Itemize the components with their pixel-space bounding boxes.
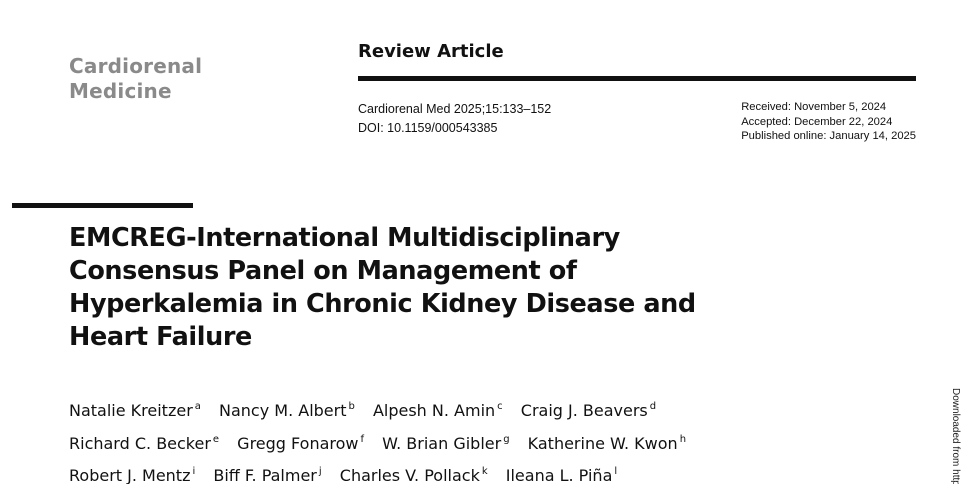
author-affiliation: g — [503, 433, 510, 445]
author: Natalie Kreitzer a — [69, 401, 201, 420]
author: Craig J. Beavers d — [521, 401, 656, 420]
author-affiliation: c — [497, 401, 503, 412]
author-affiliation: j — [318, 466, 322, 477]
author-name: Nancy M. Albert — [219, 401, 347, 420]
journal-reference: Cardiorenal Med 2025;15:133–152 — [358, 102, 552, 116]
author-name: Gregg Fonarow — [237, 433, 359, 453]
author-name: Richard C. Becker — [69, 433, 211, 453]
author: Nancy M. Albert b — [219, 401, 355, 420]
author-affiliation: h — [679, 433, 687, 445]
author-affiliation: l — [614, 466, 618, 477]
author-name: W. Brian Gibler — [382, 433, 502, 453]
article-title: EMCREG-International Multidisciplinary C… — [69, 223, 696, 352]
author-affiliation: d — [649, 401, 657, 412]
author: Ileana L. Piña l — [506, 466, 617, 484]
received-date: Received: November 5, 2024 — [741, 101, 887, 113]
dates-block: Received: November 5, 2024 Accepted: Dec… — [741, 100, 916, 144]
author: Katherine W. Kwon h — [528, 434, 686, 453]
author-affiliation: b — [348, 401, 355, 412]
author: Charles V. Pollack k — [340, 466, 488, 484]
author-name: Craig J. Beavers — [520, 401, 648, 420]
author-name: Natalie Kreitzer — [69, 401, 193, 420]
author: Robert J. Mentz i — [69, 466, 195, 484]
published-date: Published online: January 14, 2025 — [741, 130, 916, 142]
journal-name-line2: Medicine — [69, 79, 172, 103]
author-affiliation: k — [481, 466, 488, 477]
author-name: Alpesh N. Amin — [372, 401, 496, 420]
author-affiliation: i — [192, 466, 196, 477]
journal-logo: Cardiorenal Medicine — [69, 54, 202, 104]
download-watermark: Downloaded from http — [950, 388, 961, 484]
author-name: Ileana L. Piña — [505, 466, 613, 484]
author: Richard C. Becker e — [69, 434, 219, 453]
author-line: Natalie Kreitzer a Nancy M. Albert b Alpes… — [69, 393, 869, 426]
author-name: Biff F. Palmer — [213, 466, 317, 484]
article-type: Review Article — [358, 41, 504, 62]
author-list: Natalie Kreitzer a Nancy M. Albert b Alpes… — [69, 393, 869, 484]
author-affiliation: f — [360, 433, 365, 445]
author: W. Brian Gibler g — [382, 434, 509, 453]
author: Biff F. Palmer j — [213, 466, 321, 484]
author-line: Richard C. Becker e Gregg Fonarow f W. Bri… — [69, 426, 869, 459]
accepted-date: Accepted: December 22, 2024 — [741, 115, 893, 128]
citation-block: Cardiorenal Med 2025;15:133–152 DOI: 10.… — [358, 100, 551, 138]
header-rule — [358, 76, 916, 81]
author-affiliation: e — [212, 433, 220, 445]
author: Gregg Fonarow f — [237, 434, 364, 453]
author-line: Robert J. Mentz i Biff F. Palmer j Charles… — [69, 458, 869, 484]
author: Alpesh N. Amin c — [373, 401, 503, 420]
doi-text[interactable]: DOI: 10.1159/000543385 — [358, 121, 498, 135]
author-name: Robert J. Mentz — [69, 466, 191, 484]
author-affiliation: a — [194, 401, 201, 412]
author-name: Charles V. Pollack — [339, 466, 480, 484]
title-rule — [12, 203, 193, 208]
journal-name-line1: Cardiorenal — [69, 54, 203, 78]
author-name: Katherine W. Kwon — [527, 433, 678, 453]
